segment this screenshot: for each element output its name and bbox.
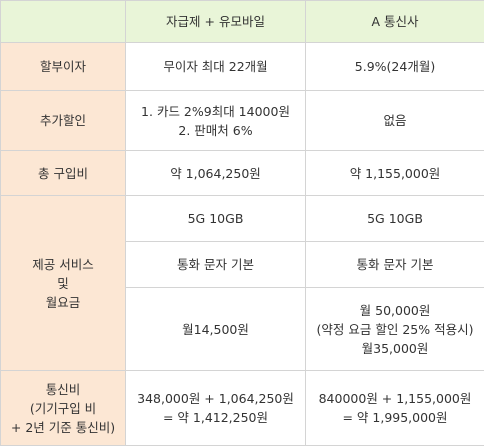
label-total-purchase: 총 구입비 xyxy=(0,150,126,196)
telecom-col2-line2: = 약 1,995,000원 xyxy=(342,410,448,425)
label-additional-discount: 추가할인 xyxy=(0,90,126,151)
total-purchase-col1: 약 1,064,250원 xyxy=(125,150,306,196)
fee-col2-line3: 월35,000원 xyxy=(361,340,429,356)
service-fee-col2: 월 50,000원 (약정 요금 할인 25% 적용시) 월35,000원 xyxy=(305,287,484,371)
header-row: 자급제 + 유모바일 A 통신사 xyxy=(0,0,484,43)
service-data-col2: 5G 10GB xyxy=(305,195,484,242)
row-service-fee: 월14,500원 월 50,000원 (약정 요금 할인 25% 적용시) 월3… xyxy=(1,287,484,371)
telecom-col1-line1: 348,000원 + 1,064,250원 xyxy=(137,391,294,406)
header-self-sufficient-mvno: 자급제 + 유모바일 xyxy=(125,0,306,43)
row-total-purchase: 총 구입비 약 1,064,250원 약 1,155,000원 xyxy=(0,150,484,196)
header-carrier-a: A 통신사 xyxy=(305,0,484,43)
label-telecom-line3: + 2년 기준 통신비) xyxy=(10,419,116,435)
interest-col2: 5.9%(24개월) xyxy=(305,42,484,91)
telecom-col2-line1: 840000원 + 1,155,000원 xyxy=(318,391,472,406)
row-additional-discount: 추가할인 1. 카드 2%9최대 14000원 2. 판매처 6% 없음 xyxy=(0,90,484,151)
label-service-line3: 월요금 xyxy=(45,294,81,310)
interest-col1: 무이자 최대 22개월 xyxy=(125,42,306,91)
discount-col1-line1: 1. 카드 2%9최대 14000원 xyxy=(141,103,290,119)
row-service-data: 제공 서비스 및 월요금 5G 10GB 5G 10GB xyxy=(0,195,484,371)
telecom-cost-col1: 348,000원 + 1,064,250원 = 약 1,412,250원 xyxy=(125,370,306,446)
telecom-cost-col2: 840000원 + 1,155,000원 = 약 1,995,000원 xyxy=(305,370,484,446)
row-installment-interest: 할부이자 무이자 최대 22개월 5.9%(24개월) xyxy=(0,42,484,91)
service-call-col2: 통화 문자 기본 xyxy=(305,241,484,288)
discount-col1-line2: 2. 판매처 6% xyxy=(178,122,253,138)
total-purchase-col2: 약 1,155,000원 xyxy=(305,150,484,196)
label-service-line2: 및 xyxy=(57,275,69,291)
service-fee-col1: 월14,500원 xyxy=(125,287,306,371)
label-telecom-cost: 통신비 (기기구입 비 + 2년 기준 통신비) xyxy=(0,370,126,446)
service-call-col1: 통화 문자 기본 xyxy=(125,241,306,288)
label-service-line1: 제공 서비스 xyxy=(32,256,94,272)
label-service-and-monthly-fee: 제공 서비스 및 월요금 xyxy=(0,195,126,371)
row-telecom-cost: 통신비 (기기구입 비 + 2년 기준 통신비) 348,000원 + 1,06… xyxy=(0,370,484,446)
telecom-col1-line2: = 약 1,412,250원 xyxy=(162,410,269,425)
fee-col2-line1: 월 50,000원 xyxy=(359,302,431,318)
label-telecom-line1: 통신비 xyxy=(45,381,81,397)
discount-col2: 없음 xyxy=(305,90,484,151)
discount-col1: 1. 카드 2%9최대 14000원 2. 판매처 6% xyxy=(125,90,306,151)
label-telecom-line2: (기기구입 비 xyxy=(29,400,97,416)
fee-col2-line2: (약정 요금 할인 25% 적용시) xyxy=(316,321,474,337)
label-installment-interest: 할부이자 xyxy=(0,42,126,91)
header-corner-cell xyxy=(0,0,126,43)
service-data-col1: 5G 10GB xyxy=(125,195,306,242)
